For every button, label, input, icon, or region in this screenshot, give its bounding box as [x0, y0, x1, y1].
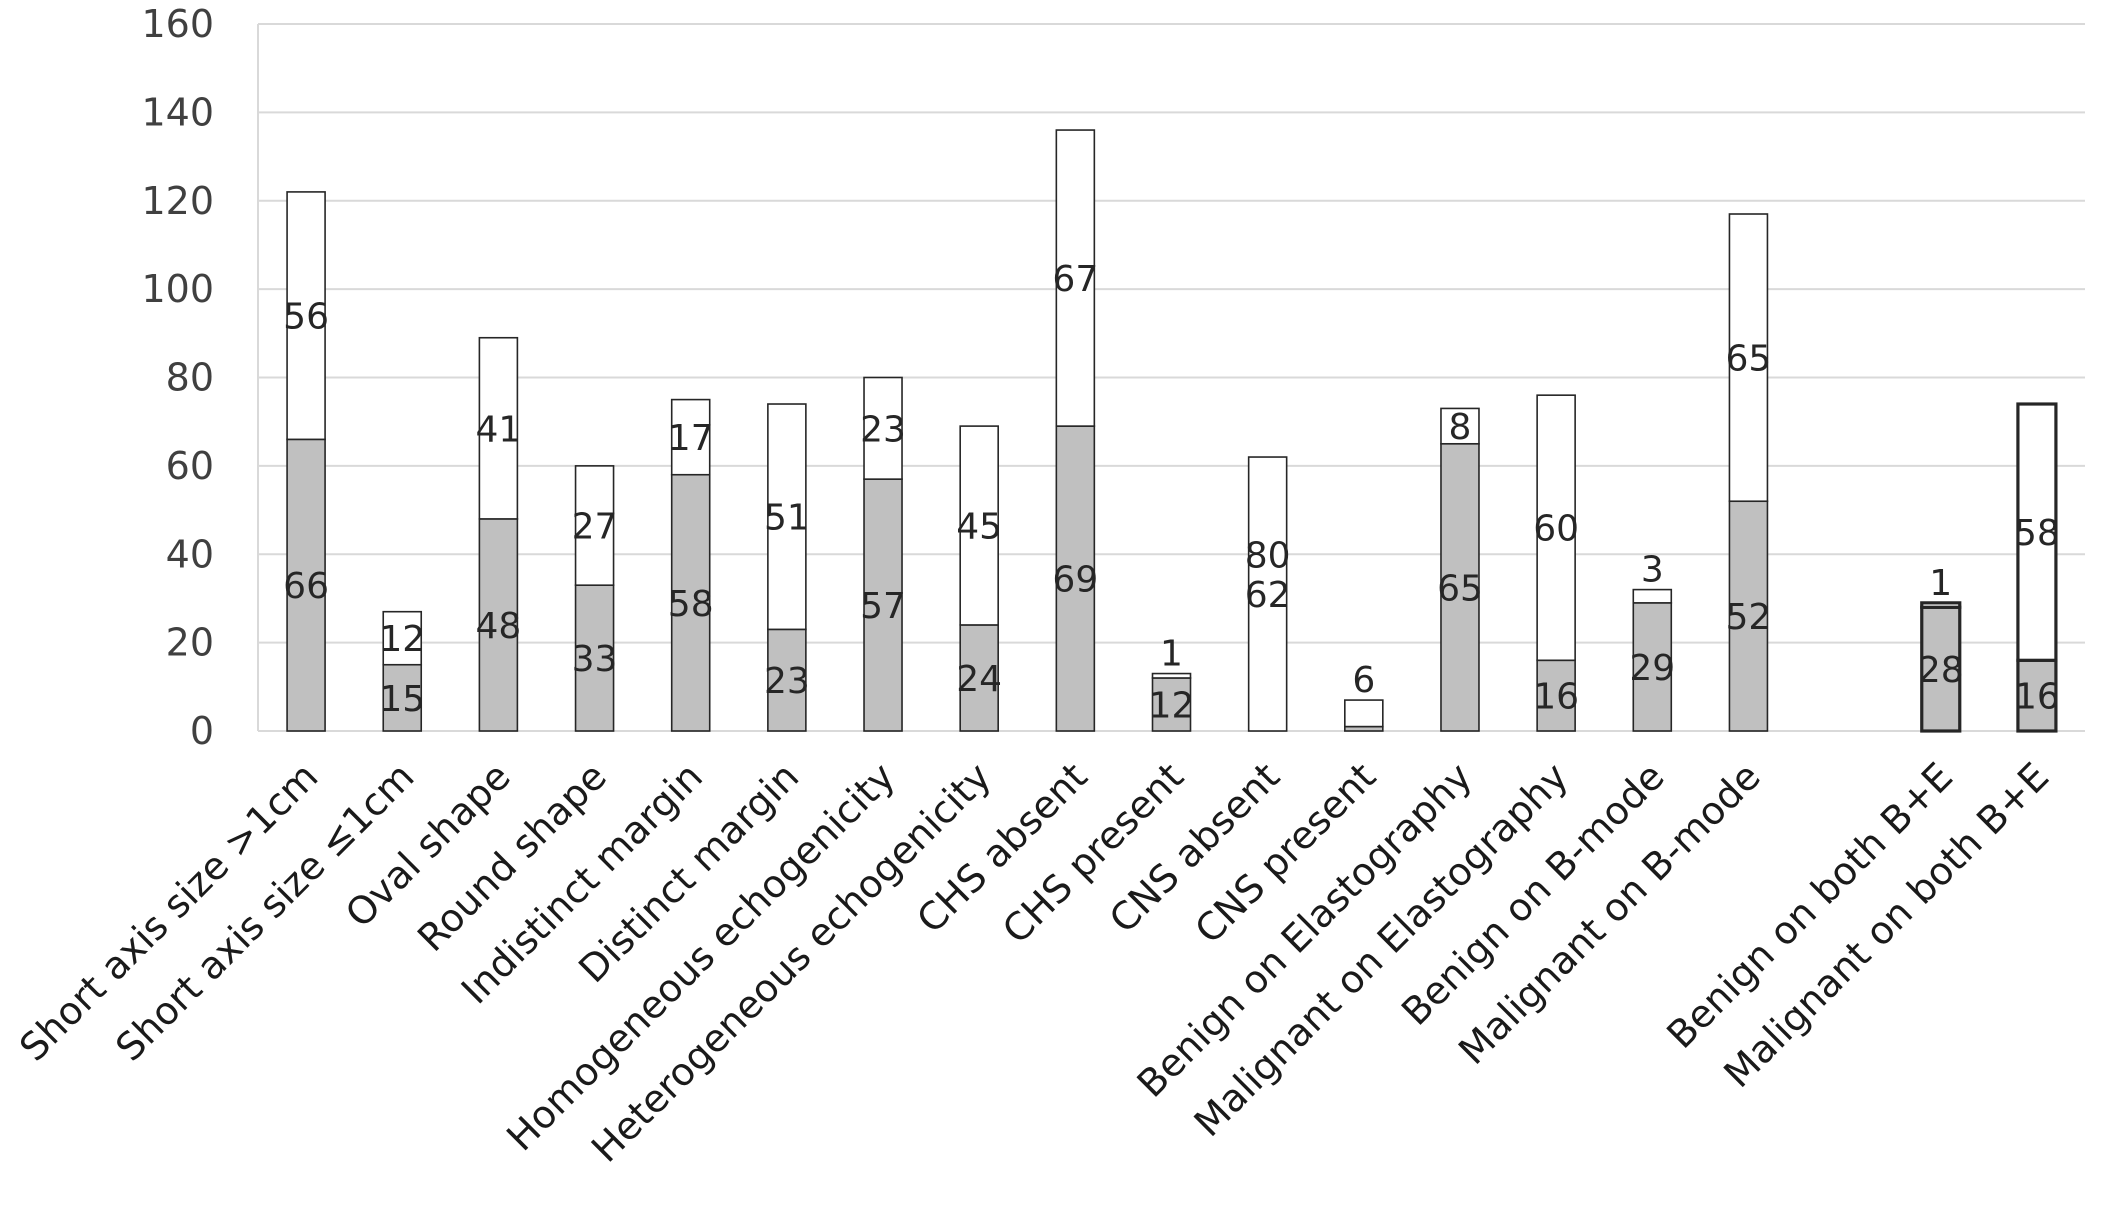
y-tick-label: 40: [166, 532, 214, 576]
gridlines: [257, 23, 2085, 732]
bar-segment-top: [574, 465, 615, 586]
y-tick-label: 100: [141, 267, 214, 311]
data-label-top: 51: [764, 498, 810, 539]
data-label-bottom: 12: [1149, 685, 1195, 726]
data-label-top: 8: [1449, 407, 1472, 448]
y-tick-label: 60: [166, 444, 214, 488]
data-label-top: 1: [1929, 563, 1952, 604]
data-label-top: 62: [1245, 575, 1291, 616]
bar-segment-top: [286, 191, 326, 441]
data-labels: 66 56 15 12 48 41 33 27 58 17 23 51 57 23 24 45 69 67 12 1 8…: [283, 259, 2060, 726]
bar-segment-top: [1055, 129, 1096, 427]
data-label-bottom: 24: [956, 659, 1002, 700]
bar-segment-top: [1440, 407, 1480, 445]
data-label-top: 3: [1641, 550, 1664, 591]
data-label-bottom: 65: [1437, 568, 1483, 609]
data-label-bottom: 15: [379, 679, 425, 720]
y-axis-ticks: 0 20 40 60 80 100 120 140 160: [141, 2, 214, 753]
bar-segment-top: [1536, 394, 1576, 662]
bar-segment-bottom: [382, 663, 423, 732]
bar-segment-top: [1632, 588, 1673, 604]
bar-segment-top: [1344, 699, 1384, 728]
y-tick-label: 80: [166, 356, 214, 400]
bar-segment-top: [767, 403, 807, 631]
bar-segment-bottom: [1440, 442, 1480, 732]
data-label-bottom: 23: [764, 661, 810, 702]
bars: [286, 129, 2058, 733]
bar-segment-top: [1728, 213, 1769, 503]
data-label-top: 60: [1533, 509, 1579, 550]
bar-segment-bottom: [1632, 602, 1673, 732]
data-label-top: 27: [572, 507, 618, 548]
data-label-top: 45: [956, 507, 1002, 548]
bar-segment-top: [1151, 672, 1192, 679]
data-label-bottom: 80: [1245, 535, 1291, 576]
data-label-bottom: 28: [1918, 650, 1964, 691]
data-label-bottom: 16: [2014, 677, 2060, 718]
bar-segment-top: [670, 398, 711, 476]
y-tick-label: 120: [141, 179, 214, 223]
y-tick-label: 20: [166, 621, 214, 665]
data-label-top: 6: [1352, 660, 1375, 701]
bar-segment-bottom: [863, 478, 903, 732]
data-label-bottom: 66: [283, 566, 329, 607]
data-label-top: 65: [1726, 339, 1772, 380]
data-label-bottom: 52: [1726, 597, 1772, 638]
y-tick-label: 0: [190, 709, 214, 753]
data-label-top: 17: [668, 418, 714, 459]
data-label-bottom: 33: [572, 639, 618, 680]
bar-segment-bottom: [1151, 677, 1192, 732]
bar-segment-bottom: [478, 518, 519, 732]
data-label-top: 12: [379, 619, 425, 660]
data-label-bottom: 58: [668, 584, 714, 625]
data-label-top: 56: [283, 297, 329, 338]
data-label-bottom: 57: [860, 586, 906, 627]
bar-segment-bottom: [1536, 659, 1576, 732]
y-tick-label: 140: [141, 90, 214, 134]
data-label-top: 67: [1052, 259, 1098, 300]
bar-segment-bottom: [959, 624, 999, 732]
data-label-bottom: 16: [1533, 677, 1579, 718]
data-label-top: 23: [860, 409, 906, 450]
bar-segment-top: [382, 610, 423, 666]
data-label-top: 41: [475, 409, 521, 450]
data-label-bottom: 29: [1629, 648, 1675, 689]
bar-segment-top: [478, 336, 519, 520]
bar-segment-top: [2016, 402, 2058, 662]
bar-segment-top: [959, 425, 999, 626]
bar-segment-top: [1920, 601, 1962, 609]
y-tick-label: 160: [141, 2, 214, 46]
data-label-bottom: 69: [1052, 560, 1098, 601]
bar-segment-bottom: [286, 438, 326, 732]
data-label-bottom: 48: [475, 606, 521, 647]
bar-segment-top: [863, 376, 903, 480]
data-label-top: 58: [2014, 513, 2060, 554]
bar-segment-bottom: [767, 628, 807, 732]
bar-segment-top: [1247, 456, 1288, 732]
data-label-top: 1: [1160, 634, 1183, 675]
